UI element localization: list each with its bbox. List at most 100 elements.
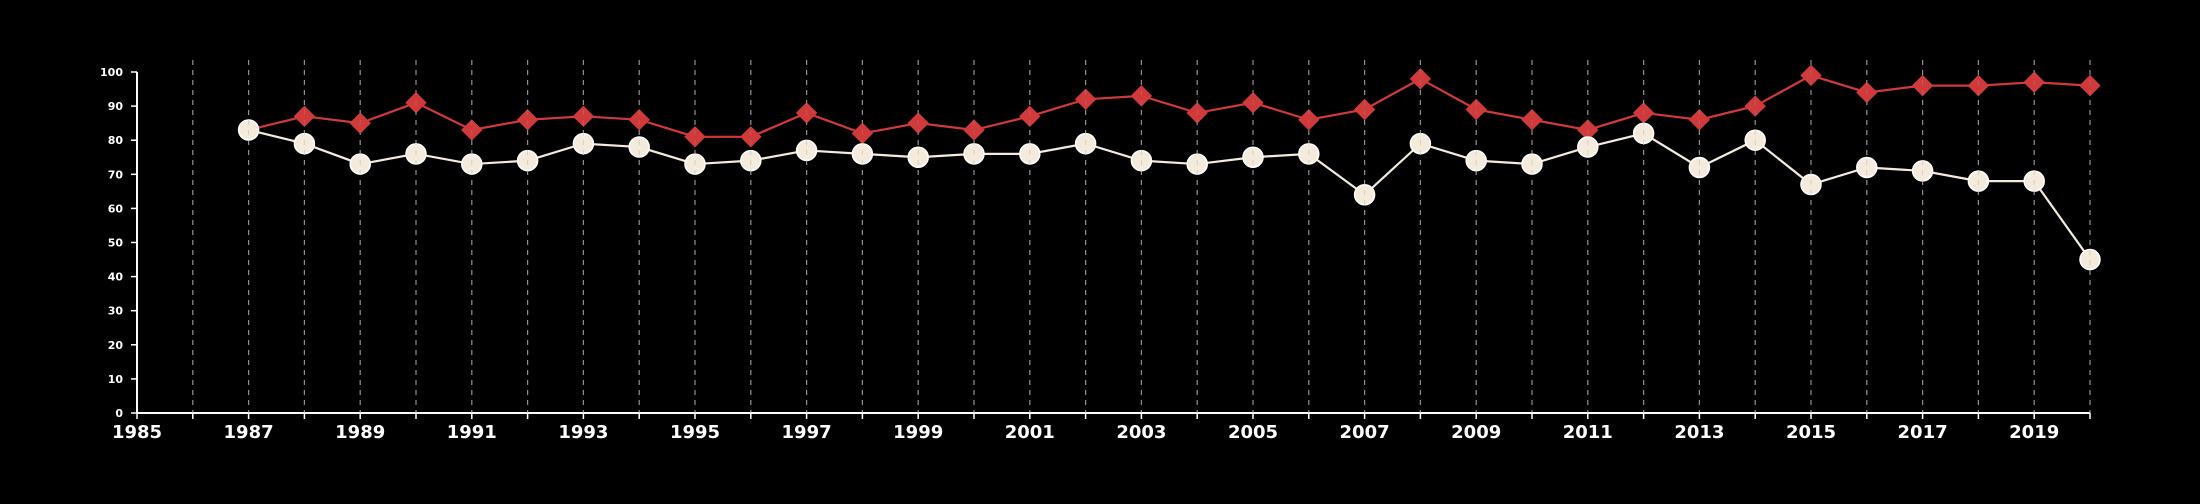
x-tick-label: 2005 (1228, 422, 1278, 443)
series-0-point (1465, 98, 1487, 121)
y-tick-label: 30 (108, 305, 124, 318)
series-1-point (1130, 149, 1153, 172)
x-tick-label: 2013 (1674, 422, 1724, 443)
series-1-point (851, 143, 874, 165)
series-1-point (963, 143, 985, 165)
x-tick-label: 2003 (1116, 422, 1166, 443)
x-tick-label: 1987 (224, 422, 274, 443)
x-tick-label: 2011 (1563, 422, 1613, 443)
series-1-point (1409, 132, 1432, 155)
series-0 (237, 64, 2101, 148)
series-0-point (1800, 64, 1822, 87)
series-0-point (293, 105, 316, 128)
x-tick-label: 2009 (1451, 422, 1501, 443)
y-tick-label: 0 (115, 407, 123, 420)
series-1 (237, 119, 2101, 271)
series-0-point (572, 105, 595, 128)
series-1-point (1186, 153, 1208, 175)
series-1-point (684, 153, 706, 175)
series-0-point (795, 102, 818, 124)
y-tick-label: 80 (108, 134, 124, 147)
series-1-point (1856, 156, 1878, 179)
series-1-point (2079, 248, 2101, 271)
series-1-point (293, 132, 316, 155)
series-1-point (349, 153, 371, 175)
series-0-point (1856, 81, 1878, 104)
series-1-point (1911, 160, 1934, 182)
series-1-point (1074, 132, 1097, 155)
series-1-point (1465, 149, 1487, 172)
series-0-point (1688, 109, 1711, 131)
series-1-point (1744, 129, 1766, 151)
series-0-point (740, 126, 762, 148)
series-1-point (461, 153, 483, 175)
series-0-point (963, 119, 985, 141)
series-0-point (907, 112, 929, 134)
series-1-point (1632, 122, 1655, 145)
y-tick-label: 90 (108, 100, 124, 113)
series-0-point (1521, 109, 1543, 131)
series-0-point (349, 112, 371, 134)
series-0-point (1744, 95, 1766, 117)
series-0-line (248, 74, 2091, 138)
y-tick-label: 10 (108, 373, 124, 386)
series-0-point (684, 126, 706, 148)
y-tick-label: 40 (108, 271, 124, 284)
series-1-point (1019, 143, 1041, 165)
series-0-point (2023, 71, 2045, 93)
x-tick-label: 1993 (558, 422, 608, 443)
axis-layer: 0 10 20 30 40 50 60 70 80 90 100 1985 1987 1989 1991 19… (100, 66, 2091, 443)
series-0-point (1967, 74, 1990, 97)
series-0-point (405, 91, 427, 114)
series-0-point (1019, 105, 1041, 128)
series-0-point (1911, 74, 1934, 97)
series-0-point (1186, 102, 1208, 124)
series-0-point (516, 109, 539, 131)
series-1-point (1800, 173, 1822, 196)
series-1-line (248, 128, 2091, 261)
y-tick-label: 70 (108, 168, 124, 181)
series-1-point (907, 146, 929, 168)
x-tick-label: 2007 (1340, 422, 1390, 443)
x-tick-label: 2019 (2009, 422, 2059, 443)
series-0-point (1353, 98, 1376, 121)
series-1-point (1353, 184, 1376, 206)
series-0-point (1074, 88, 1097, 110)
y-tick-label: 60 (108, 202, 124, 215)
y-tick-label: 20 (108, 339, 124, 352)
x-tick-label: 1991 (447, 422, 497, 443)
series-0-point (1242, 91, 1264, 114)
series-1-point (1967, 170, 1990, 192)
series-1-point (740, 149, 762, 172)
x-tick-label: 1995 (670, 422, 720, 443)
x-tick-label: 1989 (335, 422, 385, 443)
x-tick-label: 2015 (1786, 422, 1836, 443)
series-1-point (572, 132, 595, 155)
y-tick-label: 50 (108, 237, 124, 250)
series-layer (192, 60, 2101, 413)
grid-layer (192, 60, 2091, 413)
series-0-point (461, 119, 483, 141)
series-0-point (628, 109, 650, 131)
series-1-point (1521, 153, 1543, 175)
series-0-point (2079, 74, 2101, 97)
series-1-point (1298, 143, 1320, 165)
x-tick-label: 2017 (1898, 422, 1948, 443)
series-0-point (1409, 68, 1432, 90)
series-1-point (1577, 136, 1599, 158)
series-1-point (795, 139, 818, 162)
series-0-point (1298, 109, 1320, 131)
x-tick-label: 1999 (893, 422, 943, 443)
series-1-point (1242, 146, 1264, 168)
series-1-point (516, 149, 539, 172)
series-1-point (628, 136, 650, 158)
series-1-point (405, 143, 427, 165)
series-1-point (237, 119, 260, 141)
y-tick-label: 100 (100, 66, 123, 79)
x-tick-label: 1985 (112, 422, 162, 443)
series-1-point (2023, 170, 2045, 192)
x-tick-label: 1997 (782, 422, 832, 443)
x-tick-label: 2001 (1005, 422, 1055, 443)
